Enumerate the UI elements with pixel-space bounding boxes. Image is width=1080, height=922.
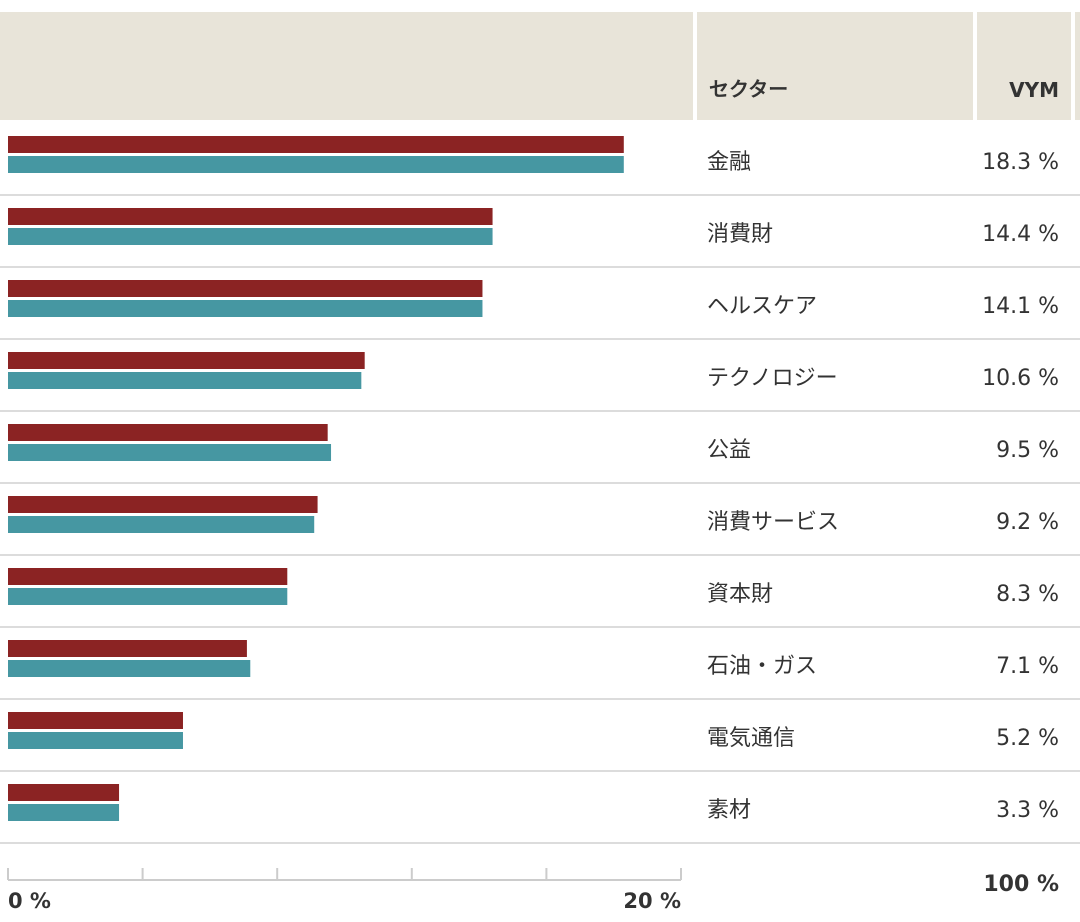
x-tick-label-max: 20 % — [623, 889, 681, 913]
sector-label: 消費財 — [707, 222, 774, 247]
bar-series-1-7 — [8, 640, 247, 657]
row-divider — [0, 770, 1080, 772]
sector-label: 電気通信 — [707, 726, 796, 751]
sector-weight: 9.5 % — [996, 438, 1059, 463]
bar-series-2-0 — [8, 156, 624, 173]
sector-weight: 14.4 % — [982, 222, 1059, 247]
table-row: 消費サービス 9.2 % — [697, 480, 1080, 552]
table-row: 素材 3.3 % — [697, 768, 1080, 840]
table-row: 消費財 14.4 % — [697, 192, 1080, 264]
sector-label: 石油・ガス — [707, 654, 818, 679]
bar-series-2-8 — [8, 732, 183, 749]
header-vym-cell: VYM — [977, 12, 1071, 120]
bar-series-2-7 — [8, 660, 251, 677]
bar-series-1-4 — [8, 424, 328, 441]
sector-label: ヘルスケア — [707, 294, 818, 319]
table-row: ヘルスケア 14.1 % — [697, 264, 1080, 336]
header-sector-cell: セクター — [697, 12, 973, 120]
bar-series-2-3 — [8, 372, 362, 389]
bar-series-2-4 — [8, 444, 332, 461]
sector-bar-chart: 0 % 20 % — [7, 136, 682, 913]
sector-weight: 9.2 % — [996, 510, 1059, 535]
sector-label: 資本財 — [707, 582, 774, 607]
sector-label: 公益 — [707, 438, 752, 463]
bar-series-2-6 — [8, 588, 288, 605]
sector-weight: 3.3 % — [996, 798, 1059, 823]
row-divider — [0, 266, 1080, 268]
row-divider — [0, 626, 1080, 628]
table-row: 電気通信 5.2 % — [697, 696, 1080, 768]
table-row: 石油・ガス 7.1 % — [697, 624, 1080, 696]
sector-weight: 8.3 % — [996, 582, 1059, 607]
sector-label: 素材 — [707, 798, 752, 823]
row-divider — [0, 338, 1080, 340]
bar-series-1-2 — [8, 280, 483, 297]
bar-series-1-9 — [8, 784, 120, 801]
sector-weight: 18.3 % — [982, 150, 1059, 175]
table-row: テクノロジー 10.6 % — [697, 336, 1080, 408]
bar-series-2-5 — [8, 516, 315, 533]
row-divider — [0, 482, 1080, 484]
header-chart-cell — [0, 12, 693, 120]
x-tick-label-min: 0 % — [8, 889, 51, 913]
table-row: 資本財 8.3 % — [697, 552, 1080, 624]
table-row: 公益 9.5 % — [697, 408, 1080, 480]
bar-series-1-5 — [8, 496, 318, 513]
sector-weight: 14.1 % — [982, 294, 1059, 319]
bar-series-1-1 — [8, 208, 493, 225]
bar-series-1-8 — [8, 712, 183, 729]
row-divider — [0, 410, 1080, 412]
row-divider — [0, 842, 1080, 844]
sector-label: 消費サービス — [707, 510, 840, 535]
sector-label: テクノロジー — [707, 366, 838, 391]
table-row: 金融 18.3 % — [697, 120, 1080, 192]
bar-series-2-2 — [8, 300, 483, 317]
header-extra-cell — [1075, 12, 1080, 120]
total-value: 100 % — [983, 872, 1059, 897]
bar-series-1-6 — [8, 568, 288, 585]
bar-series-1-0 — [8, 136, 624, 153]
vym-column-header: VYM — [1009, 78, 1059, 102]
row-divider — [0, 194, 1080, 196]
bar-series-2-1 — [8, 228, 493, 245]
sector-weight: 7.1 % — [996, 654, 1059, 679]
sector-weight: 5.2 % — [996, 726, 1059, 751]
row-divider — [0, 698, 1080, 700]
row-divider — [0, 554, 1080, 556]
sector-label: 金融 — [707, 150, 752, 175]
bar-series-2-9 — [8, 804, 120, 821]
sector-weight: 10.6 % — [982, 366, 1059, 391]
sector-column-header: セクター — [709, 77, 789, 101]
bar-series-1-3 — [8, 352, 365, 369]
